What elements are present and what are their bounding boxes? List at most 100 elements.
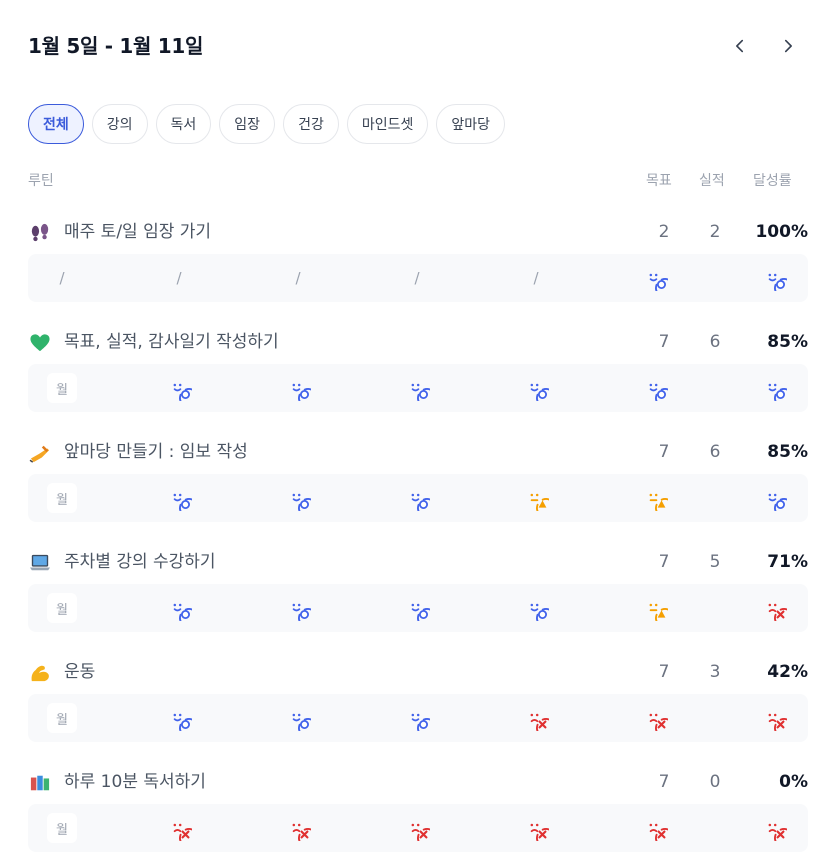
- day-not-applicable: /: [533, 269, 539, 287]
- column-header-done: 실적: [699, 173, 725, 189]
- column-header-rate: 달성률: [753, 173, 792, 189]
- day-cell: [387, 804, 447, 852]
- status-done-icon[interactable]: [285, 485, 318, 518]
- tab-all[interactable]: 전체: [28, 104, 84, 144]
- day-not-applicable: /: [295, 269, 301, 287]
- day-cell: /: [506, 254, 566, 302]
- previous-week-button[interactable]: [728, 34, 752, 58]
- status-done-icon[interactable]: [404, 595, 437, 628]
- day-status-row: 월: [28, 694, 808, 742]
- routine-done: 0: [709, 772, 721, 792]
- day-cell: [744, 474, 804, 522]
- day-not-applicable: /: [176, 269, 182, 287]
- tab-reading[interactable]: 독서: [155, 104, 212, 144]
- day-label-badge: 월: [47, 483, 77, 513]
- day-status-row: 월: [28, 804, 808, 852]
- day-label-badge: 월: [47, 813, 77, 843]
- day-cell: [625, 584, 685, 632]
- status-fail-icon[interactable]: [761, 815, 794, 848]
- status-done-icon[interactable]: [166, 705, 199, 738]
- routine-goal: 2: [658, 222, 670, 242]
- day-cell: 월: [32, 474, 92, 522]
- status-fail-icon[interactable]: [523, 815, 556, 848]
- day-cell: 월: [32, 364, 92, 412]
- routine-row: 앞마당 만들기 : 임보 작성 7 6 85% 월: [28, 432, 808, 522]
- status-partial-icon[interactable]: [642, 595, 675, 628]
- status-done-icon[interactable]: [285, 595, 318, 628]
- day-cell: [149, 584, 209, 632]
- footprints-icon: [28, 222, 52, 244]
- day-cell: [744, 364, 804, 412]
- day-label-badge: 월: [47, 373, 77, 403]
- status-done-icon[interactable]: [404, 705, 437, 738]
- day-cell: [387, 364, 447, 412]
- week-range-title: 1월 5일 - 1월 11일: [28, 34, 204, 58]
- status-done-icon[interactable]: [285, 375, 318, 408]
- next-week-button[interactable]: [776, 34, 800, 58]
- day-cell: [625, 364, 685, 412]
- status-partial-icon[interactable]: [523, 485, 556, 518]
- day-cell: /: [149, 254, 209, 302]
- status-fail-icon[interactable]: [404, 815, 437, 848]
- laptop-icon: [28, 552, 52, 574]
- routine-title: 앞마당 만들기 : 임보 작성: [64, 442, 248, 462]
- status-fail-icon[interactable]: [642, 815, 675, 848]
- status-done-icon[interactable]: [166, 485, 199, 518]
- routine-header: 운동 7 3 42%: [28, 652, 808, 692]
- day-cell: [506, 364, 566, 412]
- status-done-icon[interactable]: [761, 485, 794, 518]
- routine-title: 주차별 강의 수강하기: [64, 552, 216, 572]
- status-fail-icon[interactable]: [761, 595, 794, 628]
- status-partial-icon[interactable]: [642, 485, 675, 518]
- status-done-icon[interactable]: [761, 265, 794, 298]
- status-done-icon[interactable]: [761, 375, 794, 408]
- day-status-row: / / / / /: [28, 254, 808, 302]
- day-not-applicable: /: [59, 269, 65, 287]
- status-done-icon[interactable]: [642, 265, 675, 298]
- routine-rate: 42%: [767, 662, 808, 682]
- status-done-icon[interactable]: [285, 705, 318, 738]
- status-fail-icon[interactable]: [285, 815, 318, 848]
- routine-rate: 0%: [779, 772, 808, 792]
- routine-header: 하루 10분 독서하기 7 0 0%: [28, 762, 808, 802]
- routine-done: 3: [709, 662, 721, 682]
- column-header-routine: 루틴: [28, 173, 54, 189]
- routine-header: 주차별 강의 수강하기 7 5 71%: [28, 542, 808, 582]
- week-header: 1월 5일 - 1월 11일: [28, 30, 808, 62]
- tab-lecture[interactable]: 강의: [91, 104, 148, 144]
- routine-rate: 100%: [755, 222, 808, 242]
- flexed-biceps-icon: [28, 662, 52, 684]
- status-done-icon[interactable]: [404, 375, 437, 408]
- day-cell: [744, 254, 804, 302]
- tab-health[interactable]: 건강: [283, 104, 339, 144]
- status-done-icon[interactable]: [523, 375, 556, 408]
- column-header-goal: 목표: [646, 173, 672, 189]
- day-label-badge: 월: [47, 593, 77, 623]
- day-status-row: 월: [28, 364, 808, 412]
- day-status-row: 월: [28, 474, 808, 522]
- status-done-icon[interactable]: [523, 595, 556, 628]
- status-fail-icon[interactable]: [761, 705, 794, 738]
- status-fail-icon[interactable]: [642, 705, 675, 738]
- routine-goal: 7: [658, 772, 670, 792]
- books-icon: [28, 772, 52, 794]
- tab-mindset[interactable]: 마인드셋: [346, 104, 429, 144]
- status-done-icon[interactable]: [642, 375, 675, 408]
- status-fail-icon[interactable]: [523, 705, 556, 738]
- day-status-row: 월: [28, 584, 808, 632]
- day-cell: /: [32, 254, 92, 302]
- routine-goal: 7: [658, 332, 670, 352]
- tab-front-yard[interactable]: 앞마당: [436, 104, 505, 144]
- day-cell: /: [387, 254, 447, 302]
- tab-site-visit[interactable]: 임장: [219, 104, 276, 144]
- status-done-icon[interactable]: [166, 375, 199, 408]
- status-done-icon[interactable]: [404, 485, 437, 518]
- day-not-applicable: /: [414, 269, 420, 287]
- day-cell: [744, 694, 804, 742]
- routine-done: 6: [709, 442, 721, 462]
- status-done-icon[interactable]: [166, 595, 199, 628]
- status-fail-icon[interactable]: [166, 815, 199, 848]
- day-cell: [268, 804, 328, 852]
- day-cell: [268, 694, 328, 742]
- day-cell: [625, 804, 685, 852]
